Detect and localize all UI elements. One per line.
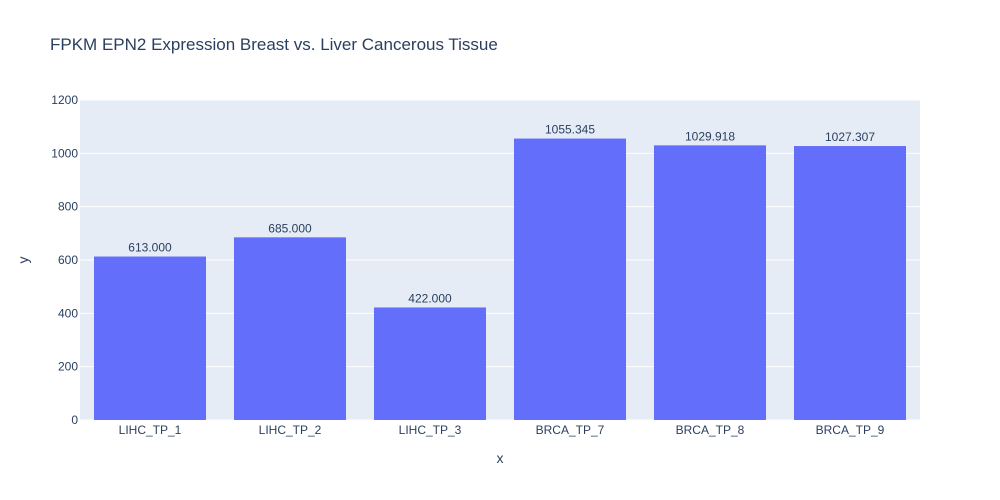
bar: [654, 145, 766, 420]
bar: [94, 256, 206, 420]
y-axis-title: y: [15, 257, 31, 264]
y-tick-label: 1200: [51, 93, 78, 107]
y-axis-tick-labels: 0 200 400 600 800 1000 1200: [51, 93, 78, 427]
x-tick-label: LIHC_TP_2: [259, 423, 322, 437]
chart-title: FPKM EPN2 Expression Breast vs. Liver Ca…: [50, 35, 498, 54]
x-axis-tick-labels: LIHC_TP_1 LIHC_TP_2 LIHC_TP_3 BRCA_TP_7 BRCA…: [119, 423, 885, 437]
bar: [794, 146, 906, 421]
bar-data-label: 613.000: [128, 241, 172, 255]
bar-data-label: 422.000: [408, 291, 452, 305]
bar: [234, 237, 346, 420]
bar-data-label: 685.000: [268, 221, 312, 235]
x-tick-label: BRCA_TP_8: [676, 423, 745, 437]
bar: [374, 307, 486, 420]
y-tick-label: 800: [58, 200, 78, 214]
y-tick-label: 0: [71, 413, 78, 427]
bar-data-label: 1029.918: [685, 129, 735, 143]
bars: [94, 138, 906, 421]
x-tick-label: LIHC_TP_3: [399, 423, 462, 437]
gridlines: [80, 99, 920, 421]
x-tick-label: BRCA_TP_9: [816, 423, 885, 437]
x-tick-label: BRCA_TP_7: [536, 423, 605, 437]
y-tick-label: 600: [58, 253, 78, 267]
bar-data-label: 1055.345: [545, 123, 595, 137]
bar-data-label: 1027.307: [825, 130, 875, 144]
x-tick-label: LIHC_TP_1: [119, 423, 182, 437]
bar-data-labels: 613.000 685.000 422.000 1055.345 1029.918 102…: [128, 123, 875, 306]
x-axis-title: x: [497, 450, 504, 466]
bar: [514, 138, 626, 421]
y-tick-label: 1000: [51, 146, 78, 160]
y-tick-label: 200: [58, 360, 78, 374]
y-tick-label: 400: [58, 306, 78, 320]
